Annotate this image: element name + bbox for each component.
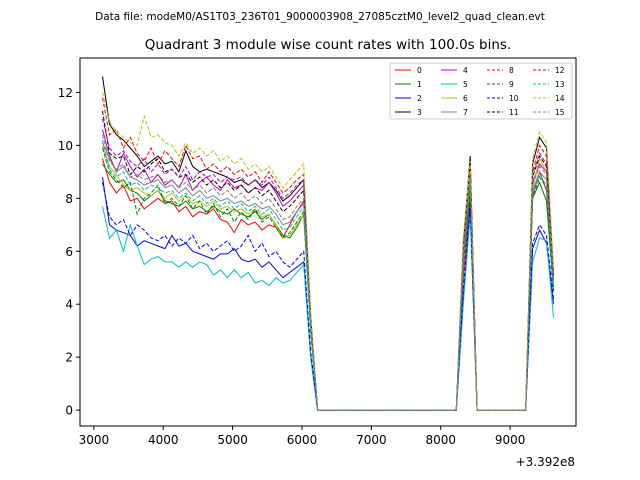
series-line-13 [102, 139, 554, 411]
series-line-14 [102, 92, 554, 411]
series-line-1 [102, 163, 554, 411]
y-tick-label: 8 [65, 192, 73, 206]
series-line-5 [102, 206, 554, 411]
series-line-6 [102, 145, 554, 411]
legend-label-12: 12 [555, 66, 565, 75]
x-tick-label: 9000 [495, 433, 526, 447]
legend-label-4: 4 [463, 66, 468, 75]
y-tick-label: 6 [65, 245, 73, 259]
x-axis: 3000 4000 5000 6000 7000 8000 9000 [79, 426, 526, 447]
y-tick-label: 12 [58, 86, 73, 100]
chart-title: Quadrant 3 module wise count rates with … [145, 37, 511, 53]
legend-label-14: 14 [555, 94, 565, 103]
series-line-12 [102, 118, 554, 411]
series-line-11 [102, 110, 554, 411]
legend-label-5: 5 [463, 80, 468, 89]
legend-box [389, 62, 573, 120]
x-tick-label: 8000 [425, 433, 456, 447]
series-layer [102, 76, 554, 411]
plot-frame [79, 57, 577, 427]
x-tick-label: 3000 [79, 433, 110, 447]
x-tick-label: 6000 [287, 433, 318, 447]
legend-label-2: 2 [417, 94, 422, 103]
legend-label-1: 1 [417, 80, 422, 89]
series-line-15 [102, 134, 554, 411]
series-line-2 [102, 177, 554, 411]
series-line-10 [102, 182, 554, 411]
y-axis: 0 2 4 6 8 10 12 [58, 86, 80, 418]
x-tick-label: 4000 [148, 433, 179, 447]
chart-suptitle: Data file: modeM0/AS1T03_236T01_90000039… [95, 11, 545, 23]
y-tick-label: 10 [58, 139, 73, 153]
legend-label-0: 0 [417, 66, 422, 75]
legend-label-9: 9 [509, 80, 514, 89]
legend-label-3: 3 [417, 108, 422, 117]
x-offset-label: +3.392e8 [516, 455, 575, 469]
legend-label-7: 7 [463, 108, 468, 117]
series-line-9 [102, 147, 554, 411]
x-tick-label: 5000 [217, 433, 248, 447]
legend-label-10: 10 [509, 94, 519, 103]
y-tick-label: 0 [65, 404, 73, 418]
x-tick-label: 7000 [356, 433, 387, 447]
series-line-4 [102, 129, 554, 411]
series-line-8 [102, 97, 554, 411]
legend-label-13: 13 [555, 80, 565, 89]
legend-label-11: 11 [509, 108, 519, 117]
legend-label-6: 6 [463, 94, 468, 103]
y-tick-label: 4 [65, 298, 73, 312]
y-tick-label: 2 [65, 351, 73, 365]
legend-label-15: 15 [555, 108, 565, 117]
legend-label-8: 8 [509, 66, 514, 75]
series-line-7 [102, 142, 554, 411]
series-line-0 [102, 158, 554, 411]
